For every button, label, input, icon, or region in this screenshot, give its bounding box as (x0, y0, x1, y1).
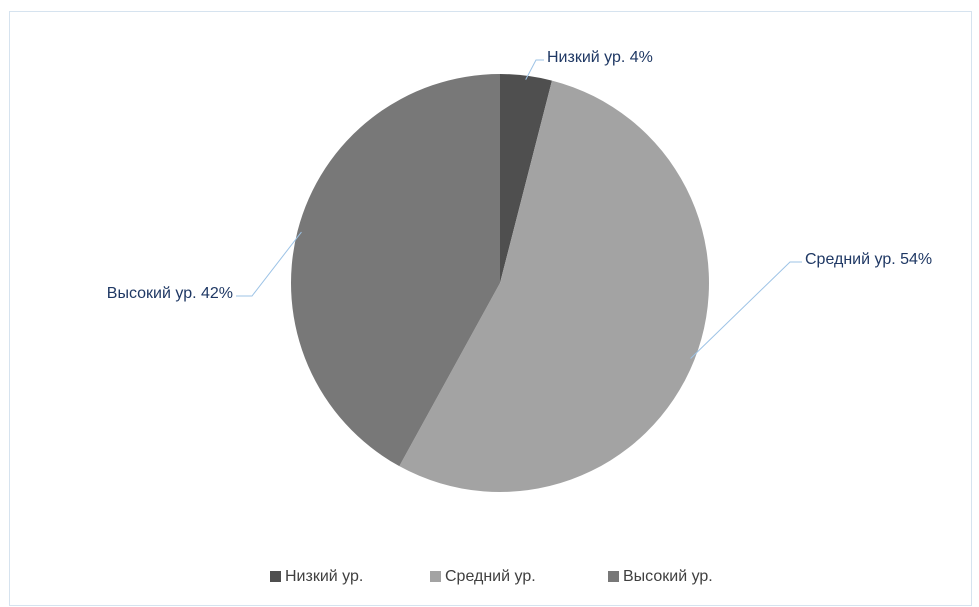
leader-line (525, 59, 544, 80)
leader-line (690, 261, 802, 359)
pie-slice (500, 74, 552, 283)
legend-label: Низкий ур. (285, 568, 363, 585)
data-label: Высокий ур. 42% (107, 285, 233, 302)
legend-label: Высокий ур. (623, 568, 713, 585)
legend-swatch (270, 571, 281, 582)
data-label: Низкий ур. 4% (547, 49, 653, 66)
leader-line (236, 231, 302, 297)
pie-slice (399, 80, 709, 493)
legend-swatch (608, 571, 619, 582)
legend-swatch (430, 571, 441, 582)
data-label: Средний ур. 54% (805, 251, 932, 268)
legend-label: Средний ур. (445, 568, 536, 585)
pie-slice (291, 74, 500, 467)
